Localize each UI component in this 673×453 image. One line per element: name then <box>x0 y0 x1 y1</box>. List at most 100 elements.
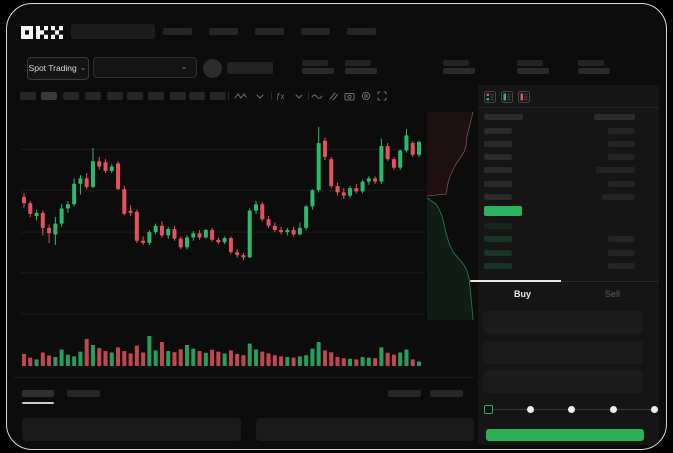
settings-icon[interactable] <box>361 91 375 101</box>
orders-tab-active[interactable] <box>21 389 54 397</box>
stat-label-placeholder <box>442 59 469 66</box>
bid-price-placeholder <box>483 223 512 229</box>
stat-label-placeholder <box>344 59 371 66</box>
bottom-action-2[interactable] <box>429 389 463 397</box>
tab-sell[interactable]: Sell <box>604 288 620 299</box>
timeframe-placeholder[interactable] <box>209 91 226 100</box>
svg-text:ƒx: ƒx <box>276 92 284 101</box>
buy-tab-indicator <box>477 279 561 282</box>
timeframe-placeholder[interactable] <box>188 91 205 100</box>
nav-item-placeholder[interactable] <box>346 27 376 35</box>
bid-price-placeholder <box>483 262 512 269</box>
amount-input[interactable] <box>482 340 643 364</box>
search-input[interactable] <box>70 23 155 39</box>
tab-buy[interactable]: Buy <box>513 288 531 299</box>
pair-icon <box>202 58 222 78</box>
indicator-dropdown-icon[interactable] <box>294 91 308 101</box>
ask-price-placeholder <box>483 194 512 200</box>
ask-amount-placeholder <box>607 180 635 187</box>
ask-price-placeholder <box>483 167 512 174</box>
stat-value-placeholder <box>442 68 475 74</box>
compare-icon[interactable] <box>327 91 341 101</box>
line-tool-icon[interactable] <box>311 91 325 101</box>
indicator-fx-icon[interactable]: ƒx <box>275 91 289 101</box>
okx-logo <box>20 25 63 39</box>
slider-stop[interactable] <box>651 406 658 413</box>
stat-label-placeholder <box>301 59 328 66</box>
orderbook-toolbar-divider <box>477 106 659 108</box>
bid-price-placeholder <box>483 249 512 256</box>
timeframe-placeholder[interactable] <box>147 91 164 100</box>
bid-price-placeholder <box>483 236 512 243</box>
orders-tab-underline <box>21 401 54 404</box>
market-type-label: Spot Trading <box>28 63 77 73</box>
stat-value-placeholder <box>577 68 610 74</box>
ask-price-placeholder <box>483 127 512 134</box>
stat-value-placeholder <box>516 68 549 74</box>
chevron-down-icon: ⌄ <box>79 63 87 72</box>
timeframe-placeholder[interactable] <box>126 91 143 100</box>
stat-label-placeholder <box>577 59 604 66</box>
stat-value-placeholder <box>344 68 377 74</box>
depth-chart[interactable] <box>427 111 478 321</box>
last-price-marker <box>469 279 479 282</box>
pair-name-placeholder <box>226 61 273 74</box>
trade-tabs-divider <box>477 280 659 282</box>
market-type-selector[interactable]: Spot Trading ⌄ <box>26 56 89 80</box>
orderbook-combined-icon[interactable] <box>483 90 496 103</box>
stat-value-placeholder <box>301 68 334 74</box>
timeframe-placeholder[interactable] <box>169 91 186 100</box>
orderbook-bids-icon[interactable] <box>500 90 513 103</box>
ask-amount-placeholder <box>601 194 635 200</box>
timeframe-placeholder[interactable] <box>40 91 57 100</box>
amount-slider[interactable] <box>483 401 659 418</box>
bid-amount-placeholder <box>607 236 635 243</box>
ask-amount-placeholder <box>607 127 635 134</box>
ask-amount-placeholder <box>607 140 635 147</box>
bottom-action-1[interactable] <box>387 389 421 397</box>
orders-field-1[interactable] <box>21 417 241 441</box>
slider-handle[interactable] <box>484 405 493 414</box>
nav-item-placeholder[interactable] <box>254 27 284 35</box>
timeframe-placeholder[interactable] <box>62 91 79 100</box>
snapshot-icon[interactable] <box>344 91 358 101</box>
fullscreen-icon[interactable] <box>377 91 391 101</box>
device-screen: Spot Trading ⌄ ⌄ ƒx Buy Sell <box>6 3 667 450</box>
timeframe-placeholder[interactable] <box>106 91 123 100</box>
timeframe-placeholder[interactable] <box>19 91 36 100</box>
orderbook-header-price <box>483 113 523 120</box>
bid-amount-placeholder <box>607 249 635 256</box>
orderbook-asks-icon[interactable] <box>517 90 530 103</box>
buy-button[interactable] <box>485 428 644 441</box>
candlestick-chart[interactable] <box>20 110 426 334</box>
timeframe-placeholder[interactable] <box>84 91 101 100</box>
total-input[interactable] <box>482 369 643 393</box>
toolbar-separator <box>307 91 309 100</box>
style-dropdown-icon[interactable] <box>255 91 269 101</box>
chevron-down-icon: ⌄ <box>180 62 188 71</box>
last-price-bar <box>483 205 522 216</box>
candle-style-icon[interactable] <box>234 91 248 101</box>
ask-amount-placeholder <box>595 167 635 174</box>
toolbar-separator <box>270 91 272 100</box>
stat-label-placeholder <box>516 59 543 66</box>
bottom-divider <box>13 376 474 378</box>
toolbar-separator <box>227 91 229 100</box>
bid-amount-placeholder <box>607 262 635 269</box>
orders-field-2[interactable] <box>255 417 474 441</box>
nav-item-placeholder[interactable] <box>208 27 238 35</box>
ask-price-placeholder <box>483 180 512 187</box>
price-input[interactable] <box>482 310 643 334</box>
nav-item-placeholder[interactable] <box>162 27 192 35</box>
volume-pane[interactable] <box>20 334 460 367</box>
ask-price-placeholder <box>483 154 512 161</box>
ask-price-placeholder <box>483 140 512 147</box>
pair-selector[interactable]: ⌄ <box>92 56 197 78</box>
nav-item-placeholder[interactable] <box>300 27 330 35</box>
slider-stop[interactable] <box>568 406 575 413</box>
slider-stop[interactable] <box>609 406 617 413</box>
history-tab[interactable] <box>66 389 100 397</box>
orderbook-header-amount <box>593 113 635 120</box>
slider-stop[interactable] <box>526 406 534 413</box>
